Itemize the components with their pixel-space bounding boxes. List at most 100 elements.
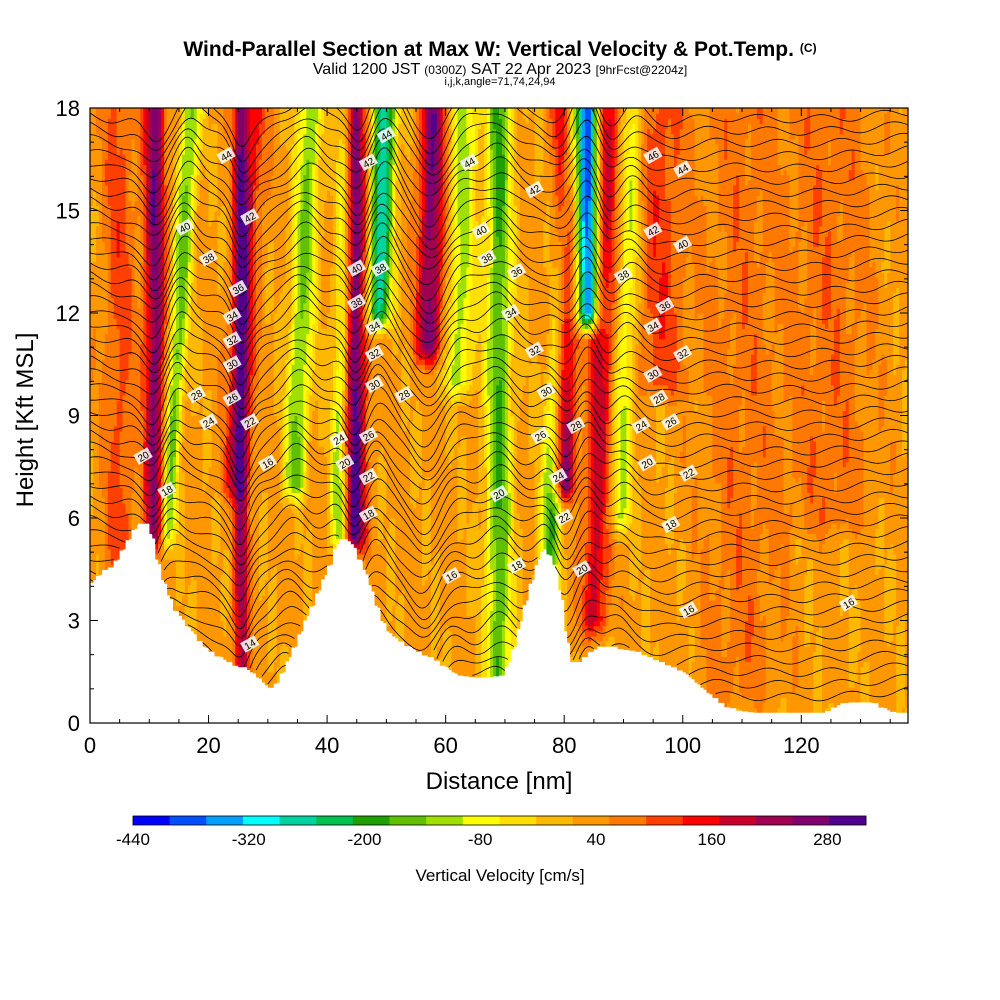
velocity-cell — [845, 518, 850, 540]
contour-label: 20 — [572, 560, 592, 578]
velocity-cell — [860, 307, 865, 432]
velocity-cell — [255, 143, 260, 191]
velocity-cell — [116, 256, 121, 329]
velocity-cell — [549, 164, 553, 263]
velocity-cell — [774, 569, 779, 714]
velocity-cell — [208, 108, 213, 130]
velocity-cell — [418, 369, 423, 411]
velocity-cell — [175, 605, 180, 616]
velocity-cell — [893, 471, 897, 555]
grid-indices: i,j,k,angle=71,74,24,94 — [444, 76, 556, 88]
velocity-cell — [561, 369, 565, 422]
velocity-cell — [356, 108, 361, 119]
contour-label-bg — [655, 297, 675, 315]
velocity-cell — [90, 518, 94, 586]
velocity-cell — [110, 108, 115, 299]
velocity-cell — [507, 108, 512, 355]
velocity-cell — [238, 154, 242, 499]
velocity-cell — [712, 256, 716, 478]
velocity-cell — [270, 174, 275, 242]
velocity-cell — [433, 108, 438, 114]
isentrope-line — [90, 203, 908, 268]
velocity-cell — [238, 108, 242, 155]
velocity-cell — [487, 395, 491, 678]
velocity-cell — [297, 492, 302, 499]
velocity-cell — [401, 108, 405, 145]
velocity-cell — [662, 338, 666, 386]
velocity-cell — [463, 384, 467, 396]
velocity-cell — [593, 328, 598, 335]
velocity-cell — [573, 138, 577, 165]
velocity-cell — [893, 441, 897, 473]
velocity-cell — [448, 400, 453, 468]
contour-label-text: 28 — [569, 419, 585, 434]
velocity-cell — [167, 108, 171, 186]
contour-label-text: 30 — [539, 385, 555, 400]
velocity-cell — [747, 594, 752, 663]
valid-date: SAT 22 Apr 2023 — [470, 61, 592, 78]
velocity-cell — [516, 512, 521, 637]
x-axis-label: Distance [nm] — [426, 768, 573, 795]
velocity-cell — [816, 164, 820, 247]
velocity-cell — [276, 425, 281, 668]
velocity-cell — [570, 492, 574, 504]
velocity-cell — [753, 507, 758, 709]
velocity-cell — [899, 620, 903, 714]
velocity-heatmap — [90, 108, 908, 714]
velocity-cell — [792, 108, 796, 140]
velocity-cell — [854, 682, 859, 704]
velocity-cell — [377, 159, 382, 314]
velocity-cell — [507, 492, 512, 534]
velocity-cell — [590, 323, 595, 329]
velocity-cell — [258, 108, 263, 124]
velocity-cell — [416, 292, 420, 355]
velocity-cell — [605, 108, 610, 130]
velocity-cell — [264, 266, 269, 324]
velocity-cell — [860, 528, 865, 668]
velocity-cell — [599, 512, 604, 581]
velocity-cell — [167, 497, 171, 540]
velocity-cell — [570, 154, 574, 186]
velocity-cell — [584, 635, 589, 647]
velocity-cell — [579, 251, 583, 314]
velocity-cell — [507, 430, 512, 493]
velocity-cell — [220, 205, 224, 288]
velocity-cell — [244, 159, 248, 206]
velocity-cell — [119, 487, 124, 555]
velocity-cell — [605, 589, 610, 627]
velocity-cell — [513, 553, 518, 647]
velocity-cell — [656, 641, 660, 663]
contour-label-text: 26 — [225, 392, 241, 407]
isentrope-line — [90, 267, 908, 335]
velocity-cell — [149, 297, 153, 365]
velocity-cell — [457, 400, 462, 406]
velocity-cell — [620, 518, 625, 529]
velocity-cell — [866, 374, 871, 663]
velocity-cell — [341, 143, 346, 391]
velocity-cell — [522, 384, 527, 611]
velocity-cell — [780, 108, 785, 176]
velocity-cell — [131, 108, 136, 140]
velocity-cell — [596, 548, 601, 627]
velocity-cell — [333, 518, 337, 545]
velocity-cell — [161, 359, 165, 411]
velocity-cell — [350, 133, 355, 196]
velocity-cell — [822, 543, 826, 714]
velocity-cell — [576, 502, 580, 529]
velocity-cell — [593, 108, 598, 299]
velocity-cell — [365, 328, 370, 340]
velocity-cell — [552, 502, 556, 514]
velocity-cell — [167, 559, 171, 596]
velocity-cell — [155, 548, 159, 555]
velocity-cell — [801, 395, 805, 499]
velocity-cell — [134, 200, 139, 227]
velocity-cell — [706, 395, 711, 534]
velocity-cell — [362, 543, 367, 555]
velocity-cell — [92, 190, 97, 263]
velocity-cell — [623, 123, 628, 232]
velocity-cell — [344, 348, 349, 406]
velocity-cell — [430, 348, 435, 355]
contour-label-text: 20 — [136, 450, 152, 465]
velocity-cell — [552, 538, 556, 565]
velocity-cell — [472, 154, 476, 365]
